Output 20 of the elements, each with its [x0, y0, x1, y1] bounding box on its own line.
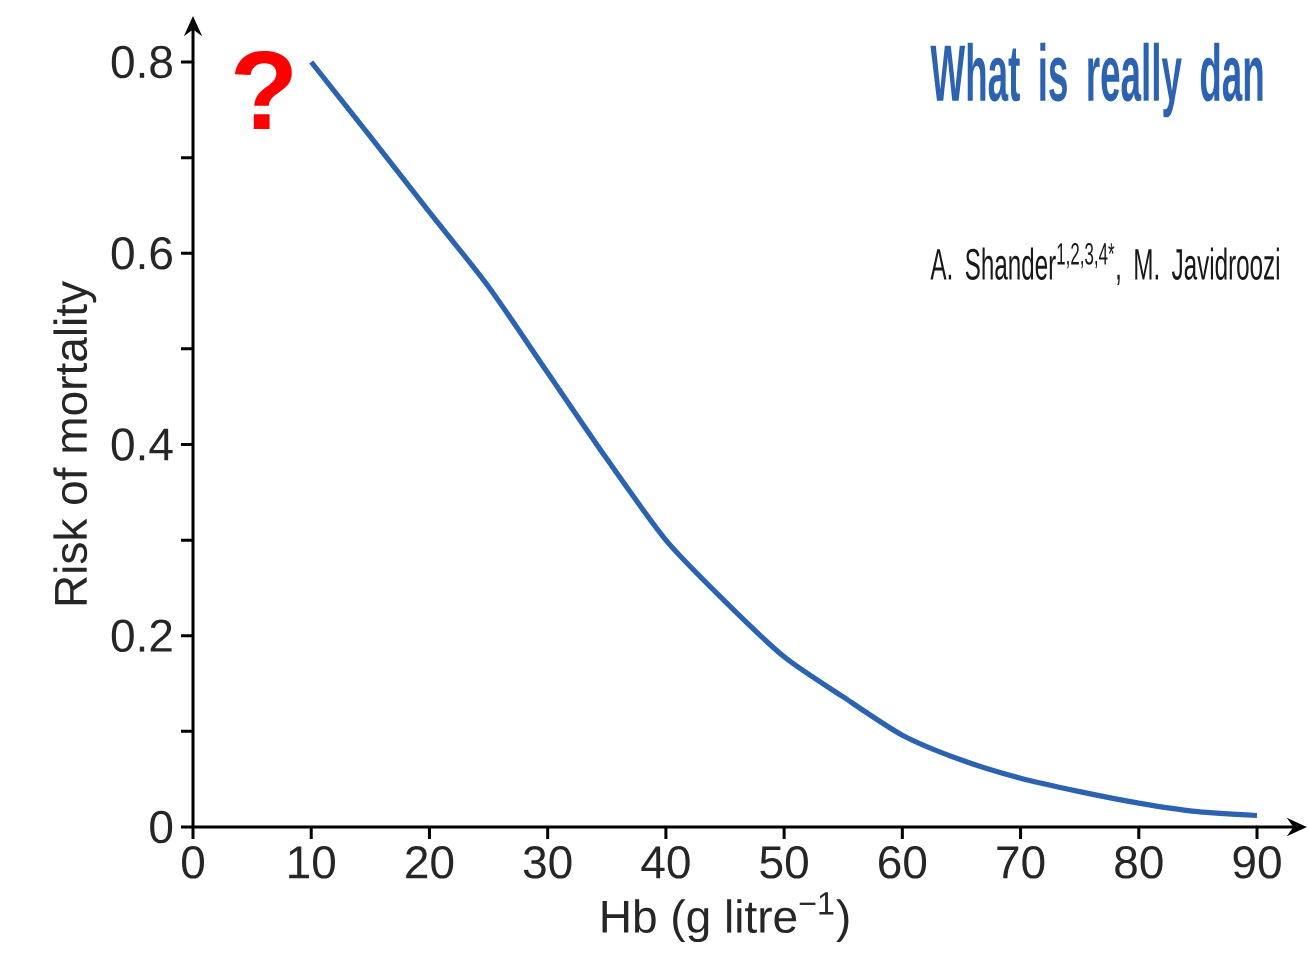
- x-tick-label: 10: [289, 846, 336, 879]
- x-tick-label: 70: [997, 846, 1045, 879]
- x-tick-label: 60: [879, 846, 927, 879]
- annotation: ?: [234, 50, 292, 130]
- x-tick-label: 50: [760, 846, 808, 879]
- y-tick-label: 0.2: [111, 619, 172, 653]
- y-tick-label: 0.4: [111, 428, 173, 461]
- y-axis-title: Risk of mortality: [53, 281, 97, 605]
- x-tick-label: 0: [182, 846, 205, 879]
- x-tick-label: 40: [641, 846, 690, 879]
- y-tick-label: 0.8: [111, 45, 172, 79]
- y-tick-label: 0: [150, 810, 173, 844]
- x-tick-label: 30: [523, 846, 572, 879]
- x-axis-title: Hb (g litre$^{−1}$): [602, 892, 849, 943]
- chart-title: What is really dan: [930, 42, 1263, 118]
- x-tick-label: 90: [1233, 846, 1281, 879]
- x-tick-label: 20: [406, 846, 454, 879]
- x-tick-label: 80: [1115, 846, 1163, 879]
- text: A. Shander$^{1,2,3,4*}$, M. Javidroozi: [930, 242, 1279, 286]
- y-tick-label: 0.6: [111, 236, 172, 270]
